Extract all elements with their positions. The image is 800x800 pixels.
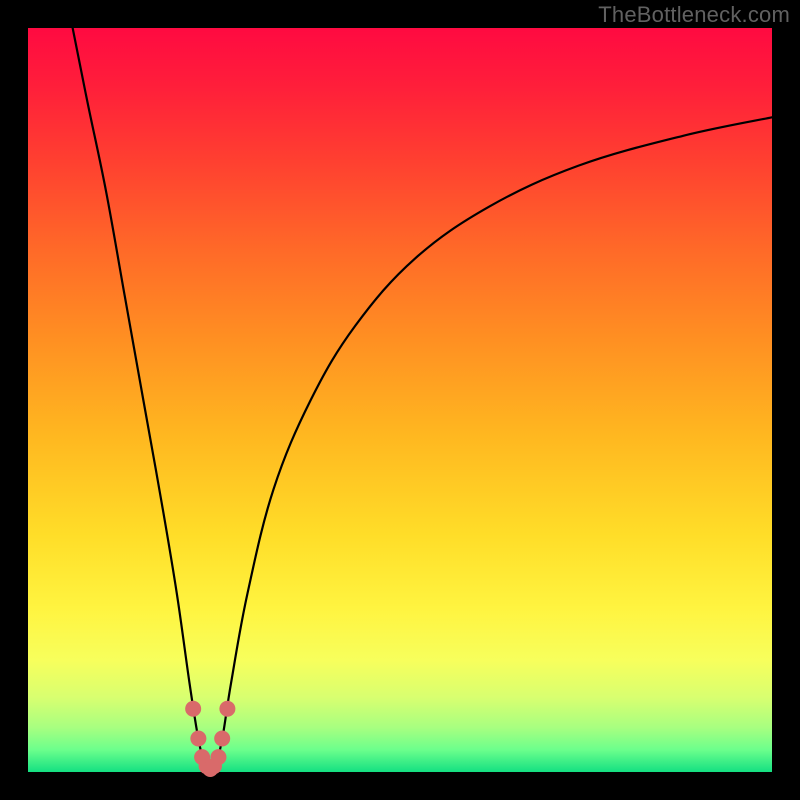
- valley-marker: [210, 749, 226, 765]
- valley-marker: [219, 701, 235, 717]
- valley-marker: [185, 701, 201, 717]
- plot-background: [28, 28, 772, 772]
- valley-marker: [190, 731, 206, 747]
- valley-marker: [214, 731, 230, 747]
- bottleneck-chart: [0, 0, 800, 800]
- watermark-text: TheBottleneck.com: [598, 2, 790, 28]
- chart-container: { "watermark": { "text": "TheBottleneck.…: [0, 0, 800, 800]
